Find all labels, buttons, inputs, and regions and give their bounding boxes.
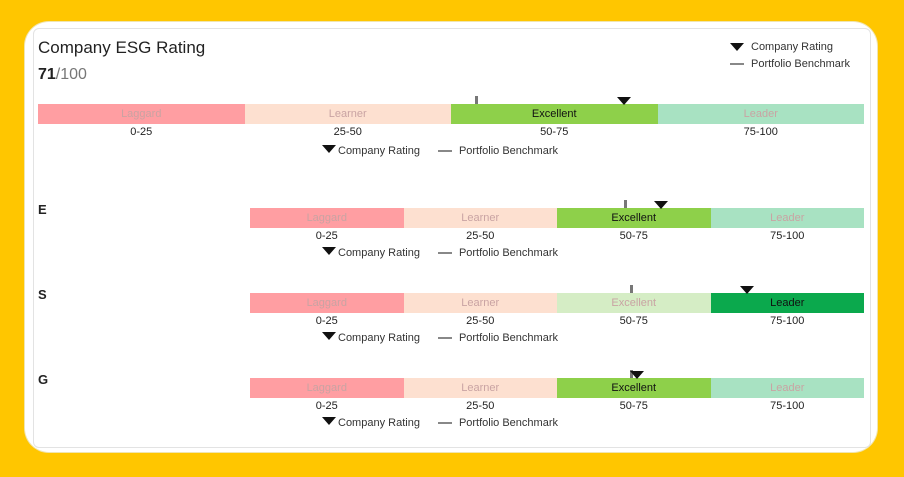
benchmark-label: Portfolio Benchmark bbox=[458, 417, 558, 429]
band-excellent: Excellent bbox=[451, 104, 658, 124]
range-label: 50-75 bbox=[619, 315, 648, 327]
range-label: 0-25 bbox=[315, 230, 338, 242]
range-label: 75-100 bbox=[743, 126, 778, 138]
g-rating-gauge: Laggard Learner Excellent Leader 0-25 25-50 50… bbox=[250, 370, 864, 418]
e-gauge-legend: Company Rating Portfolio Benchmark bbox=[322, 247, 558, 259]
rating-label: Company Rating bbox=[338, 417, 420, 429]
range-label: 25-50 bbox=[466, 230, 495, 242]
score-max: /100 bbox=[55, 66, 87, 83]
triangle-down-icon bbox=[322, 145, 336, 153]
overall-rating-gauge: Laggard Learner Excellent Leader 0-25 25-50 50… bbox=[38, 96, 864, 144]
dash-line-icon bbox=[437, 422, 452, 424]
band-leader: Leader bbox=[657, 104, 864, 124]
benchmark-label: Portfolio Benchmark bbox=[458, 145, 558, 157]
band-learner: Learner bbox=[403, 293, 557, 313]
overall-band-bar: Laggard Learner Excellent Leader bbox=[38, 104, 864, 124]
rating-label: Company Rating bbox=[338, 145, 420, 157]
dash-line-icon bbox=[730, 62, 744, 65]
range-label: 75-100 bbox=[770, 400, 805, 412]
range-label: 50-75 bbox=[619, 400, 648, 412]
band-excellent: Excellent bbox=[557, 293, 711, 313]
band-excellent: Excellent bbox=[557, 378, 711, 398]
dash-line-icon bbox=[437, 150, 452, 152]
overall-gauge-legend: Company Rating Portfolio Benchmark bbox=[322, 145, 558, 157]
range-label: 25-50 bbox=[466, 400, 495, 412]
pillar-label-g: G bbox=[38, 372, 49, 387]
g-range-labels: 0-25 25-50 50-75 75-100 bbox=[250, 400, 864, 412]
range-label: 25-50 bbox=[333, 126, 362, 138]
legend-rating-label: Company Rating bbox=[751, 40, 833, 53]
benchmark-label: Portfolio Benchmark bbox=[458, 247, 558, 259]
band-learner: Learner bbox=[403, 208, 557, 228]
e-rating-gauge: Laggard Learner Excellent Leader 0-25 25-50 50… bbox=[250, 200, 864, 248]
s-gauge-legend: Company Rating Portfolio Benchmark bbox=[322, 332, 558, 344]
dash-line-icon bbox=[437, 337, 452, 339]
rating-label: Company Rating bbox=[338, 247, 420, 259]
band-excellent: Excellent bbox=[557, 208, 711, 228]
overall-score: 71/100 bbox=[38, 66, 87, 84]
range-label: 75-100 bbox=[770, 230, 805, 242]
e-range-labels: 0-25 25-50 50-75 75-100 bbox=[250, 230, 864, 242]
triangle-down-icon bbox=[322, 417, 336, 425]
legend-item-rating: Company Rating bbox=[730, 38, 850, 55]
dash-line-icon bbox=[437, 252, 452, 254]
band-leader: Leader bbox=[710, 293, 864, 313]
company-rating-marker bbox=[617, 97, 632, 105]
band-leader: Leader bbox=[710, 378, 864, 398]
chart-legend: Company Rating Portfolio Benchmark bbox=[730, 38, 850, 72]
esg-card bbox=[25, 22, 877, 452]
band-learner: Learner bbox=[403, 378, 557, 398]
portfolio-benchmark-marker bbox=[623, 200, 627, 208]
band-leader: Leader bbox=[710, 208, 864, 228]
band-laggard: Laggard bbox=[250, 378, 404, 398]
legend-benchmark-label: Portfolio Benchmark bbox=[751, 57, 851, 70]
portfolio-benchmark-marker bbox=[474, 96, 478, 104]
company-rating-marker bbox=[629, 371, 644, 379]
triangle-down-icon bbox=[322, 332, 336, 340]
band-learner: Learner bbox=[244, 104, 451, 124]
s-band-bar: Laggard Learner Excellent Leader bbox=[250, 293, 864, 313]
range-label: 25-50 bbox=[466, 315, 495, 327]
range-label: 0-25 bbox=[315, 315, 338, 327]
rating-label: Company Rating bbox=[338, 332, 420, 344]
s-range-labels: 0-25 25-50 50-75 75-100 bbox=[250, 315, 864, 327]
pillar-label-e: E bbox=[38, 202, 47, 217]
pillar-label-s: S bbox=[38, 287, 47, 302]
company-rating-marker bbox=[740, 286, 755, 294]
benchmark-label: Portfolio Benchmark bbox=[458, 332, 558, 344]
band-laggard: Laggard bbox=[38, 104, 245, 124]
range-label: 50-75 bbox=[540, 126, 569, 138]
range-label: 75-100 bbox=[770, 315, 805, 327]
e-band-bar: Laggard Learner Excellent Leader bbox=[250, 208, 864, 228]
triangle-down-icon bbox=[322, 247, 336, 255]
band-laggard: Laggard bbox=[250, 208, 404, 228]
overall-range-labels: 0-25 25-50 50-75 75-100 bbox=[38, 126, 864, 138]
score-value: 71 bbox=[38, 66, 56, 83]
g-band-bar: Laggard Learner Excellent Leader bbox=[250, 378, 864, 398]
company-rating-marker bbox=[654, 201, 669, 209]
band-laggard: Laggard bbox=[250, 293, 404, 313]
range-label: 0-25 bbox=[315, 400, 338, 412]
legend-item-benchmark: Portfolio Benchmark bbox=[730, 55, 850, 72]
range-label: 0-25 bbox=[130, 126, 153, 138]
triangle-down-icon bbox=[730, 42, 744, 51]
g-gauge-legend: Company Rating Portfolio Benchmark bbox=[322, 417, 558, 429]
s-rating-gauge: Laggard Learner Excellent Leader 0-25 25-50 50… bbox=[250, 285, 864, 333]
portfolio-benchmark-marker bbox=[629, 285, 633, 293]
range-label: 50-75 bbox=[619, 230, 648, 242]
page-title: Company ESG Rating bbox=[38, 38, 206, 57]
